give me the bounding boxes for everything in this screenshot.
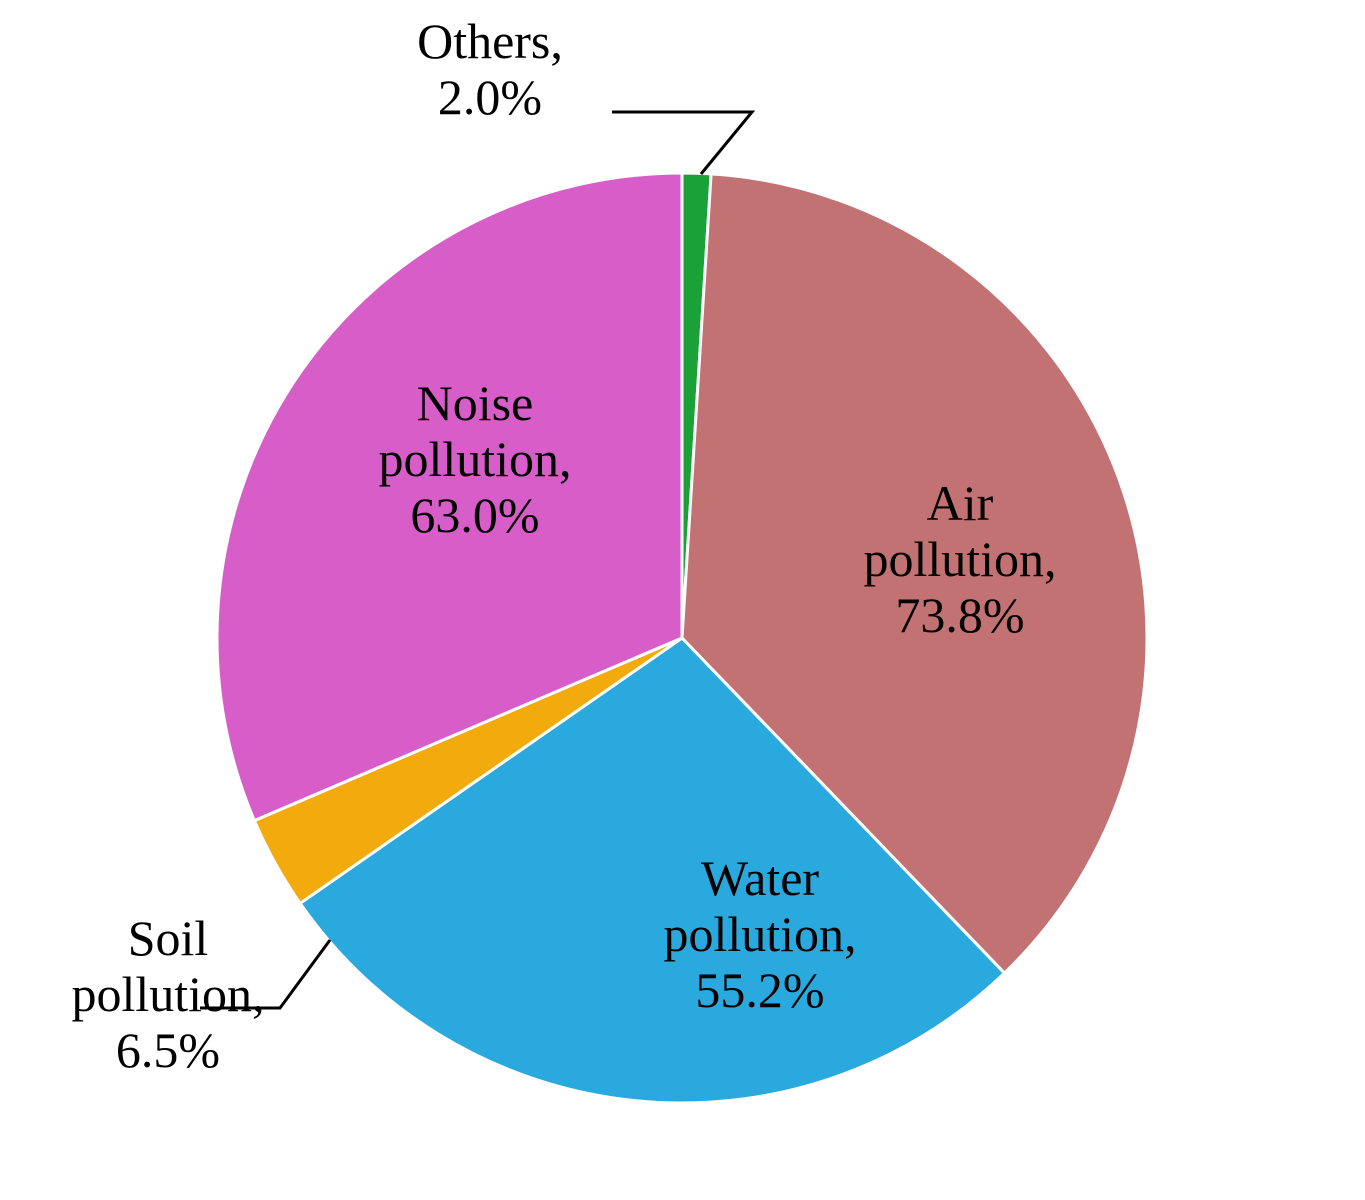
leader-line <box>612 112 752 174</box>
pollution-pie-chart: Others,2.0%Airpollution,73.8%Waterpollut… <box>0 0 1365 1200</box>
slice-label: Soilpollution,6.5% <box>71 910 264 1078</box>
slice-label: Others,2.0% <box>417 13 563 125</box>
